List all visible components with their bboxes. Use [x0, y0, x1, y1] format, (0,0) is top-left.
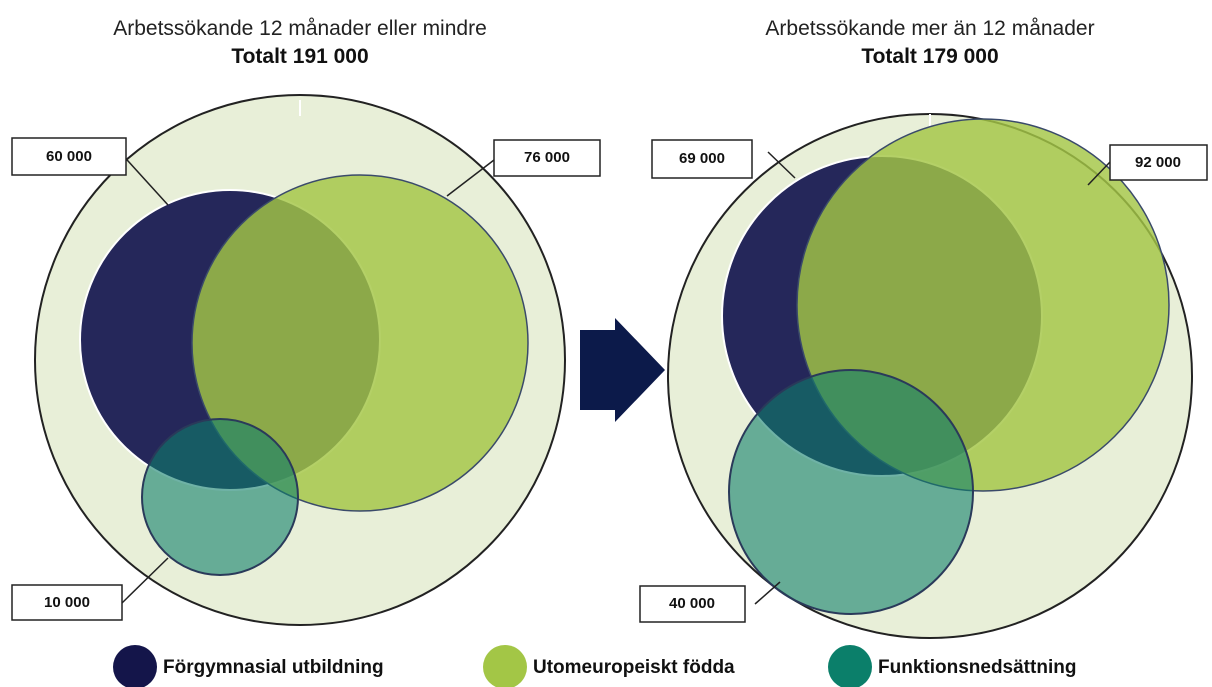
- label-box: [11, 137, 127, 176]
- leader: [754, 581, 781, 605]
- arrow: [580, 318, 665, 422]
- set-circle: [191, 174, 529, 512]
- label: 92 000: [1135, 154, 1181, 171]
- label: 60 000: [46, 148, 92, 165]
- set-circle: [141, 418, 299, 576]
- label: 69 000: [679, 150, 725, 167]
- leader: [446, 159, 495, 197]
- panel-total: Totalt 191 000: [231, 45, 368, 68]
- legend-swatch: [828, 645, 872, 687]
- legend-swatch: [483, 645, 527, 687]
- label: 10 000: [44, 594, 90, 611]
- legend-label: Utomeuropeiskt födda: [533, 657, 735, 678]
- panel-title: Arbetssökande mer än 12 månader: [765, 17, 1094, 40]
- label-box: [1109, 144, 1208, 181]
- leader: [1087, 161, 1111, 186]
- legend-label: Funktionsnedsättning: [878, 657, 1076, 678]
- label-box: [639, 585, 746, 623]
- leader: [767, 151, 796, 179]
- label: 76 000: [524, 149, 570, 166]
- leader: [121, 557, 169, 604]
- label-box: [11, 584, 123, 621]
- label: 40 000: [669, 595, 715, 612]
- panel-total: Totalt 179 000: [861, 45, 998, 68]
- label-box: [493, 139, 601, 177]
- legend-label: Förgymnasial utbildning: [163, 657, 384, 678]
- set-circle: [728, 369, 974, 615]
- panel-title: Arbetssökande 12 månader eller mindre: [113, 17, 487, 40]
- label-box: [651, 139, 753, 179]
- legend-swatch: [113, 645, 157, 687]
